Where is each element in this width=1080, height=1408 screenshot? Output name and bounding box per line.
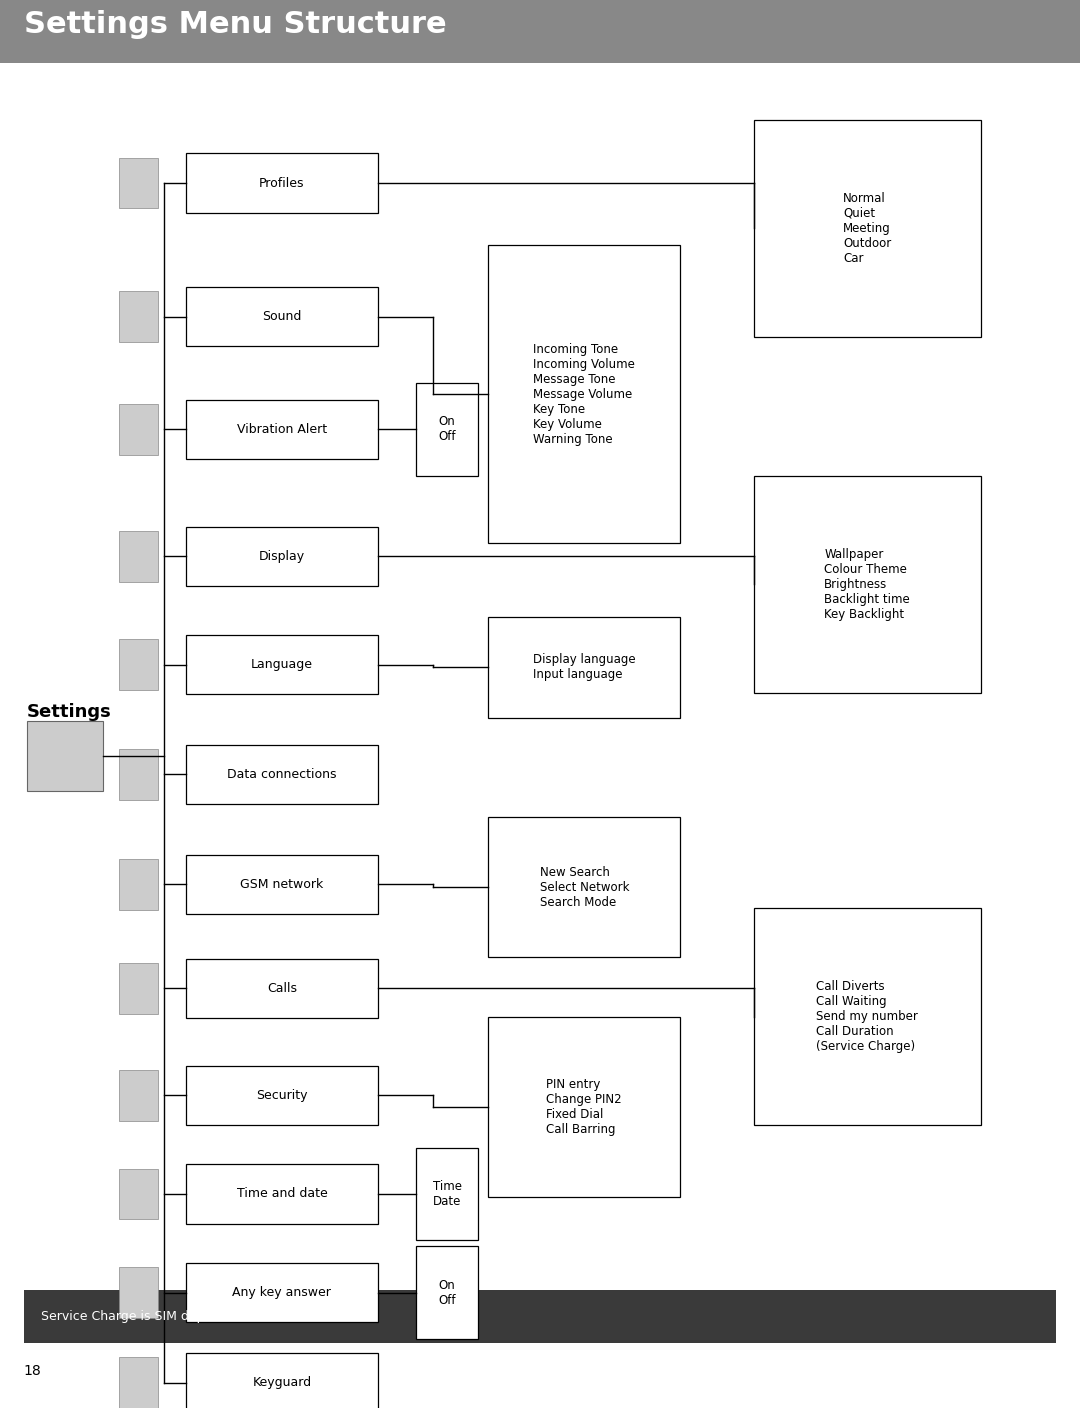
Bar <box>186 1263 378 1322</box>
Bar <box>119 531 158 582</box>
Bar <box>186 959 378 1018</box>
Bar <box>119 1357 158 1408</box>
Bar <box>119 291 158 342</box>
Text: 18: 18 <box>24 1364 41 1378</box>
Bar <box>24 1290 1056 1343</box>
Bar <box>0 0 1080 63</box>
Text: Time
Date: Time Date <box>433 1180 461 1208</box>
Bar <box>488 617 680 718</box>
Text: Settings: Settings <box>27 704 111 721</box>
Text: PIN entry
Change PIN2
Fixed Dial
Call Barring: PIN entry Change PIN2 Fixed Dial Call Ba… <box>546 1077 622 1136</box>
Bar <box>186 527 378 586</box>
Text: Sound: Sound <box>262 310 301 324</box>
Bar <box>119 1267 158 1318</box>
Text: Settings Menu Structure: Settings Menu Structure <box>24 10 446 39</box>
Bar <box>754 120 981 337</box>
Bar <box>416 1246 478 1339</box>
Text: Language: Language <box>251 658 313 672</box>
Bar <box>119 749 158 800</box>
Bar <box>186 1066 378 1125</box>
Bar <box>119 963 158 1014</box>
Bar <box>186 153 378 213</box>
Text: Wallpaper
Colour Theme
Brightness
Backlight time
Key Backlight: Wallpaper Colour Theme Brightness Backli… <box>824 548 910 621</box>
Bar <box>754 476 981 693</box>
Text: Keyguard: Keyguard <box>253 1376 311 1390</box>
Bar <box>488 1017 680 1197</box>
Text: Call Diverts
Call Waiting
Send my number
Call Duration
(Service Charge): Call Diverts Call Waiting Send my number… <box>816 980 918 1053</box>
Bar <box>27 721 103 791</box>
Bar <box>186 855 378 914</box>
Bar <box>119 404 158 455</box>
Text: Profiles: Profiles <box>259 176 305 190</box>
Bar <box>416 1148 478 1240</box>
Bar <box>119 1169 158 1219</box>
Text: New Search
Select Network
Search Mode: New Search Select Network Search Mode <box>540 866 629 908</box>
Text: Data connections: Data connections <box>227 767 337 781</box>
Bar <box>186 400 378 459</box>
Text: Service Charge is SIM dependent (☐).: Service Charge is SIM dependent (☐). <box>41 1309 278 1324</box>
Bar <box>119 1070 158 1121</box>
Text: Vibration Alert: Vibration Alert <box>237 422 327 436</box>
Text: Normal
Quiet
Meeting
Outdoor
Car: Normal Quiet Meeting Outdoor Car <box>843 191 891 265</box>
Bar <box>488 245 680 543</box>
Bar <box>119 639 158 690</box>
Bar <box>416 383 478 476</box>
Text: Time and date: Time and date <box>237 1187 327 1201</box>
Bar <box>119 158 158 208</box>
Bar <box>754 908 981 1125</box>
Bar <box>186 635 378 694</box>
Text: Display language
Input language: Display language Input language <box>532 653 636 681</box>
Bar <box>186 1164 378 1224</box>
Text: GSM network: GSM network <box>240 877 324 891</box>
Text: Incoming Tone
Incoming Volume
Message Tone
Message Volume
Key Tone
Key Volume
Wa: Incoming Tone Incoming Volume Message To… <box>534 342 635 446</box>
Text: Security: Security <box>256 1088 308 1102</box>
Bar <box>186 745 378 804</box>
Text: On
Off: On Off <box>438 415 456 444</box>
Bar <box>186 1353 378 1408</box>
Text: Calls: Calls <box>267 981 297 995</box>
Bar <box>488 817 680 957</box>
Bar <box>186 287 378 346</box>
Bar <box>119 859 158 910</box>
Text: On
Off: On Off <box>438 1278 456 1307</box>
Text: Display: Display <box>259 549 305 563</box>
Text: Any key answer: Any key answer <box>232 1286 332 1300</box>
